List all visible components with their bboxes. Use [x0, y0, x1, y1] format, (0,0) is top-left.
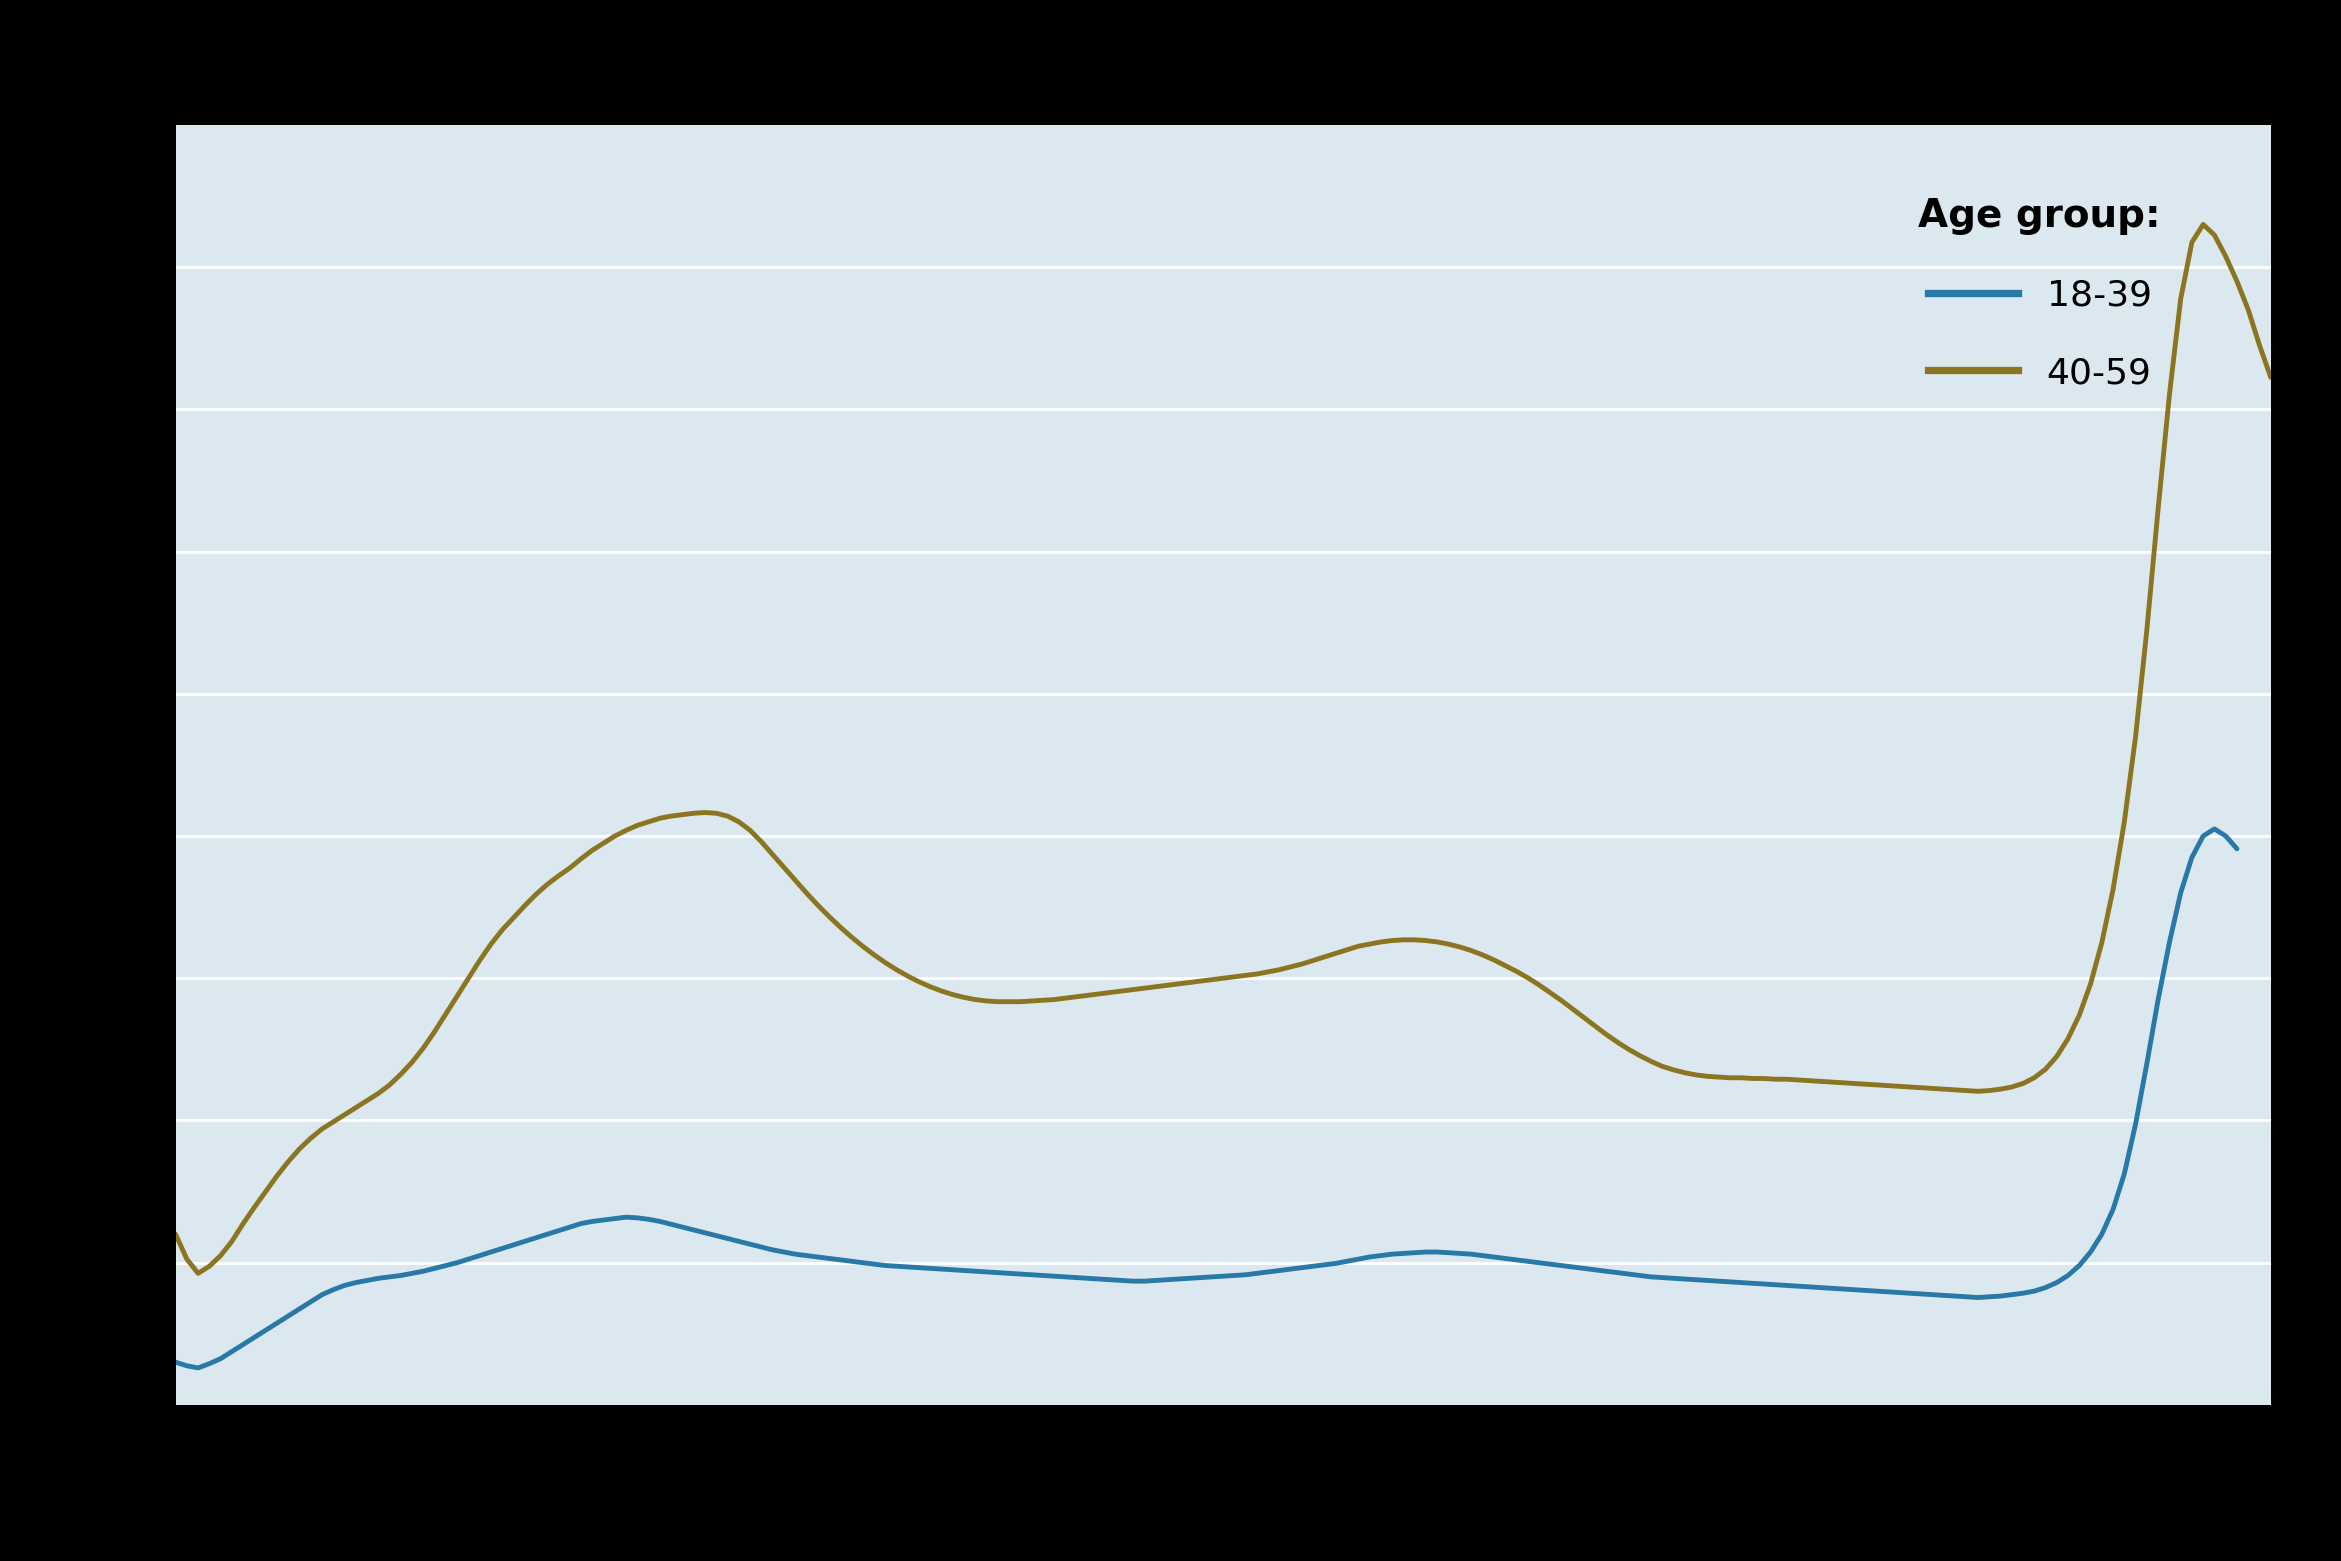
Legend: 18-39, 40-59: 18-39, 40-59 — [1889, 169, 2189, 418]
